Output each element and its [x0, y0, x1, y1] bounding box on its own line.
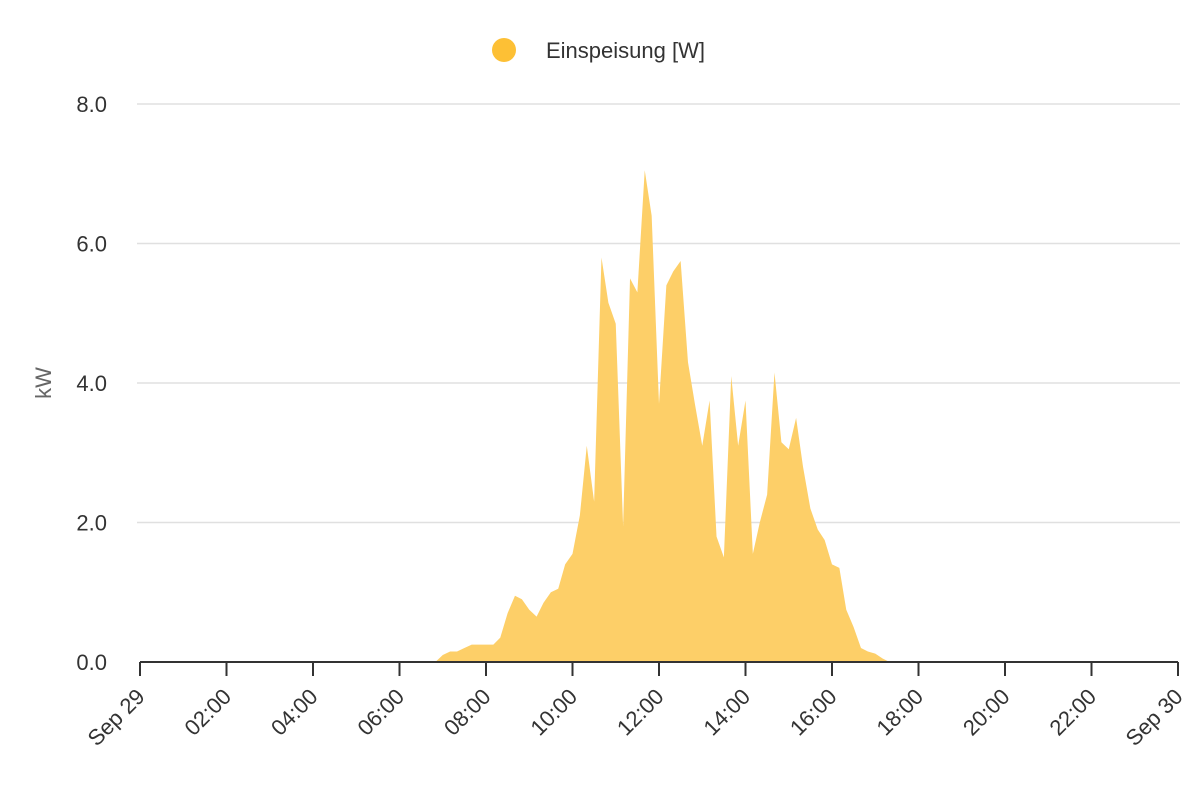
x-tick-label: 20:00 [958, 684, 1015, 741]
x-tick-label: 10:00 [525, 684, 582, 741]
y-tick-label: 2.0 [76, 511, 107, 536]
y-tick-label: 0.0 [76, 650, 107, 675]
x-tick-label: 06:00 [352, 684, 409, 741]
x-tick-label: 12:00 [612, 684, 669, 741]
legend-marker [492, 38, 516, 62]
x-tick-label: Sep 30 [1121, 684, 1188, 751]
y-axis-title: kW [31, 367, 56, 399]
area-layer [435, 170, 897, 662]
y-tick-label: 6.0 [76, 232, 107, 257]
chart-legend[interactable]: Einspeisung [W] [492, 38, 705, 63]
x-tick-label: 18:00 [871, 684, 928, 741]
x-tick-label: 08:00 [439, 684, 496, 741]
y-tick-label: 8.0 [76, 92, 107, 117]
x-tick-label: 14:00 [698, 684, 755, 741]
x-tick-label: Sep 29 [83, 684, 150, 751]
legend-label: Einspeisung [W] [546, 38, 705, 63]
x-tick-label: 04:00 [266, 684, 323, 741]
y-tick-label: 4.0 [76, 371, 107, 396]
x-axis: Sep 29 02:00 04:00 06:00 08:00 10:00 12:00 14:0… [83, 661, 1188, 751]
series-area-einspeisung [435, 170, 897, 662]
x-tick-label: 22:00 [1044, 684, 1101, 741]
x-tick-label: 02:00 [179, 684, 236, 741]
x-tick-label: 16:00 [785, 684, 842, 741]
y-axis: 0.0 2.0 4.0 6.0 8.0 [76, 92, 107, 675]
